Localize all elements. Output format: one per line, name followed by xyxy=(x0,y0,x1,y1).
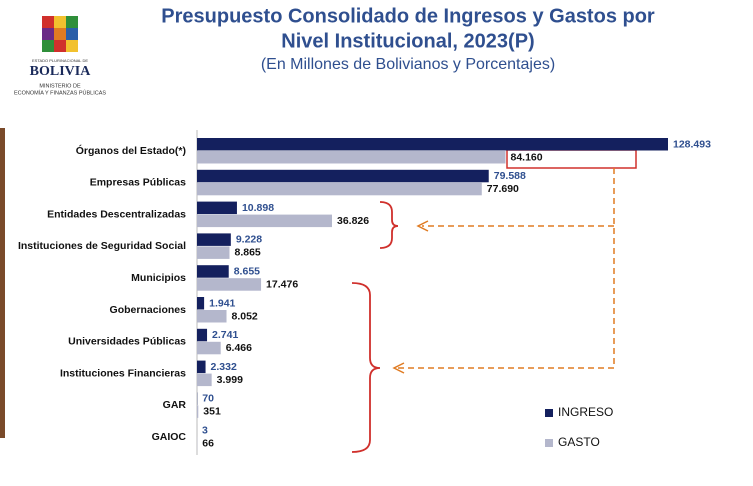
side-strip xyxy=(0,128,5,438)
value-label: 8.655 xyxy=(234,265,260,277)
bar xyxy=(197,246,230,259)
bar xyxy=(197,138,668,151)
value-label: 128.493 xyxy=(673,138,711,150)
category-label: GAR xyxy=(163,399,187,411)
value-label: 36.826 xyxy=(337,215,369,227)
bar xyxy=(197,360,206,374)
value-label: 8.052 xyxy=(232,310,258,322)
value-label: 84.160 xyxy=(510,151,542,163)
bar xyxy=(197,278,262,291)
logo-ministry: ECONOMÍA Y FINANZAS PÚBLICAS xyxy=(14,89,106,96)
category-label: Gobernaciones xyxy=(110,304,187,316)
category-label: Órganos del Estado(*) xyxy=(76,144,186,157)
value-label: 351 xyxy=(203,406,221,418)
value-label: 2.741 xyxy=(212,329,238,341)
category-label: Municipios xyxy=(131,272,186,284)
logo-top: ESTADO PLURINACIONAL DE xyxy=(32,58,88,63)
logo-name: BOLIVIA xyxy=(30,64,92,79)
bar xyxy=(197,182,482,196)
legend-swatch xyxy=(545,439,553,447)
bar xyxy=(197,373,212,387)
value-label: 77.690 xyxy=(487,183,519,195)
bar xyxy=(197,297,205,310)
bar xyxy=(197,328,208,342)
value-label: 66 xyxy=(202,437,214,449)
value-label: 3 xyxy=(202,424,208,436)
value-label: 3.999 xyxy=(217,374,243,386)
value-label: 70 xyxy=(202,393,214,405)
category-label: GAIOC xyxy=(152,431,187,443)
bar xyxy=(197,169,489,183)
category-label: Empresas Públicas xyxy=(90,177,186,189)
value-label: 2.332 xyxy=(211,361,237,373)
value-label: 9.228 xyxy=(236,234,262,246)
value-label: 10.898 xyxy=(242,202,274,214)
value-label: 17.476 xyxy=(266,278,298,290)
value-label: 6.466 xyxy=(226,342,252,354)
category-label: Instituciones Financieras xyxy=(60,367,186,379)
category-label: Instituciones de Seguridad Social xyxy=(18,240,186,252)
bar xyxy=(197,310,227,323)
bar xyxy=(197,341,221,355)
category-label: Entidades Descentralizadas xyxy=(47,208,186,220)
legend-label: GASTO xyxy=(558,435,600,449)
logo xyxy=(42,16,78,52)
bar xyxy=(197,265,229,278)
chart-subtitle: (En Millones de Bolivianos y Porcentajes… xyxy=(261,56,555,73)
logo-ministry: MINISTERIO DE xyxy=(39,83,81,89)
bar xyxy=(197,151,506,164)
chart-title: Presupuesto Consolidado de Ingresos y Ga… xyxy=(161,5,655,27)
bar xyxy=(197,405,199,418)
bar xyxy=(197,233,231,246)
category-label: Universidades Públicas xyxy=(68,336,186,348)
value-label: 1.941 xyxy=(209,297,235,309)
legend-label: INGRESO xyxy=(558,405,613,419)
bar xyxy=(197,214,332,228)
bar xyxy=(197,201,237,215)
value-label: 8.865 xyxy=(234,247,260,259)
annotations xyxy=(351,149,637,453)
value-label: 79.588 xyxy=(494,170,526,182)
chart-title: Nivel Institucional, 2023(P) xyxy=(281,30,534,52)
legend-swatch xyxy=(545,409,553,417)
